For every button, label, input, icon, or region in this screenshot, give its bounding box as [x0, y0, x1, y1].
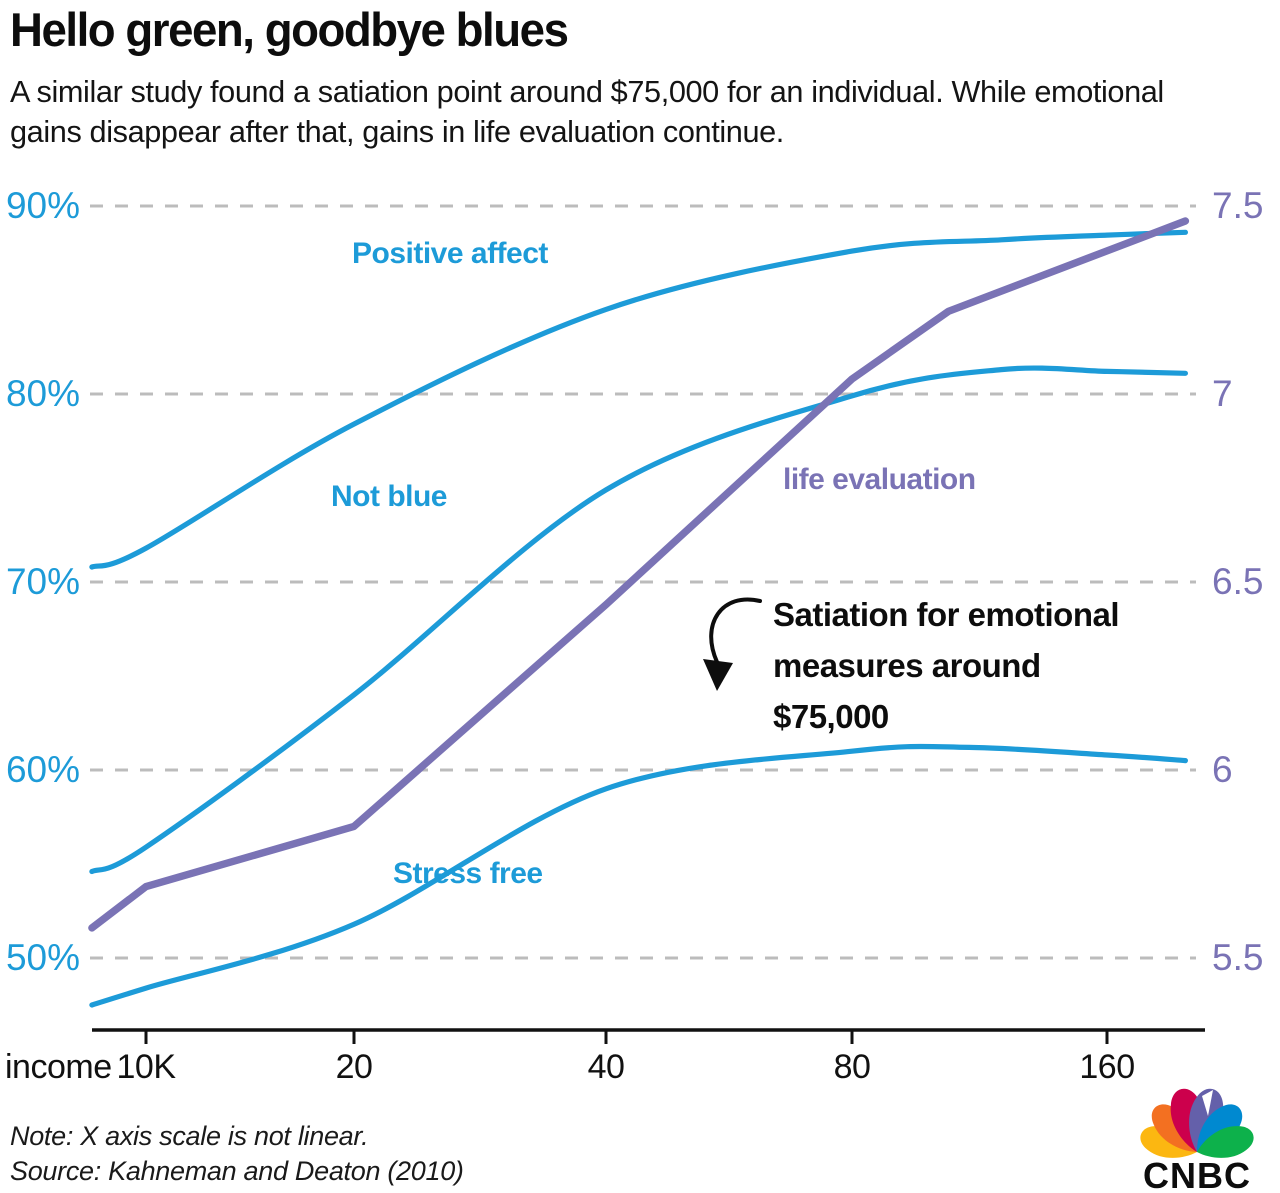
- series-lines-group: [88, 217, 1190, 1008]
- y-left-label-90%: 90%: [5, 184, 80, 226]
- x-tick-label-160: 160: [1079, 1048, 1135, 1086]
- x-tick-label-40: 40: [587, 1048, 625, 1086]
- series-line-positive-affect: [89, 229, 1188, 570]
- footer-notes: Note: X axis scale is not linear. Source…: [10, 1119, 464, 1189]
- series-label-positive-affect: Positive affect: [352, 237, 548, 270]
- y-right-label-5.5: 5.5: [1212, 936, 1264, 978]
- annotation-arrow: [703, 597, 762, 691]
- x-tick-label-10K: 10K: [116, 1048, 177, 1086]
- series-line-not-blue: [89, 365, 1188, 875]
- y-left-label-80%: 80%: [5, 372, 80, 414]
- series-line-life-evaluation: [88, 217, 1190, 932]
- x-axis-title: income: [5, 1048, 112, 1086]
- series-label-stress-free: Stress free: [393, 857, 543, 890]
- series-line-stress-free: [89, 743, 1188, 1008]
- page-subtitle: A similar study found a satiation point …: [10, 74, 1164, 149]
- y-right-label-6: 6: [1212, 748, 1233, 790]
- x-axis-group: [92, 1028, 1205, 1044]
- cnbc-wordmark: CNBC: [1143, 1155, 1251, 1193]
- y-right-label-6.5: 6.5: [1212, 560, 1264, 602]
- satiation-annotation: Satiation for emotional measures around …: [773, 589, 1120, 742]
- x-tick-label-20: 20: [335, 1048, 373, 1086]
- annotation-line-3: $75,000: [773, 698, 889, 735]
- peacock-feather-purple: [1189, 1088, 1224, 1152]
- annotation-arrowhead: [703, 659, 733, 691]
- series-label-not-blue: Not blue: [331, 480, 448, 513]
- series-label-life-evaluation: life evaluation: [783, 463, 976, 496]
- y-left-label-50%: 50%: [5, 936, 80, 978]
- cnbc-logo: CNBC: [1140, 1088, 1254, 1193]
- gridlines-group: [90, 204, 1196, 960]
- annotation-line-2: measures around: [773, 647, 1041, 684]
- y-left-label-70%: 70%: [5, 560, 80, 602]
- page-title: Hello green, goodbye blues: [10, 3, 569, 56]
- peacock-feather-green: [1197, 1126, 1254, 1158]
- x-tick-label-80: 80: [833, 1048, 871, 1086]
- y-right-label-7: 7: [1212, 372, 1233, 414]
- annotation-line-1: Satiation for emotional: [773, 596, 1120, 633]
- axis-note: Note: X axis scale is not linear.: [10, 1121, 369, 1151]
- y-right-label-7.5: 7.5: [1212, 184, 1264, 226]
- peacock-beak: [1202, 1090, 1213, 1116]
- source-note: Source: Kahneman and Deaton (2010): [10, 1156, 464, 1186]
- y-left-label-60%: 60%: [5, 748, 80, 790]
